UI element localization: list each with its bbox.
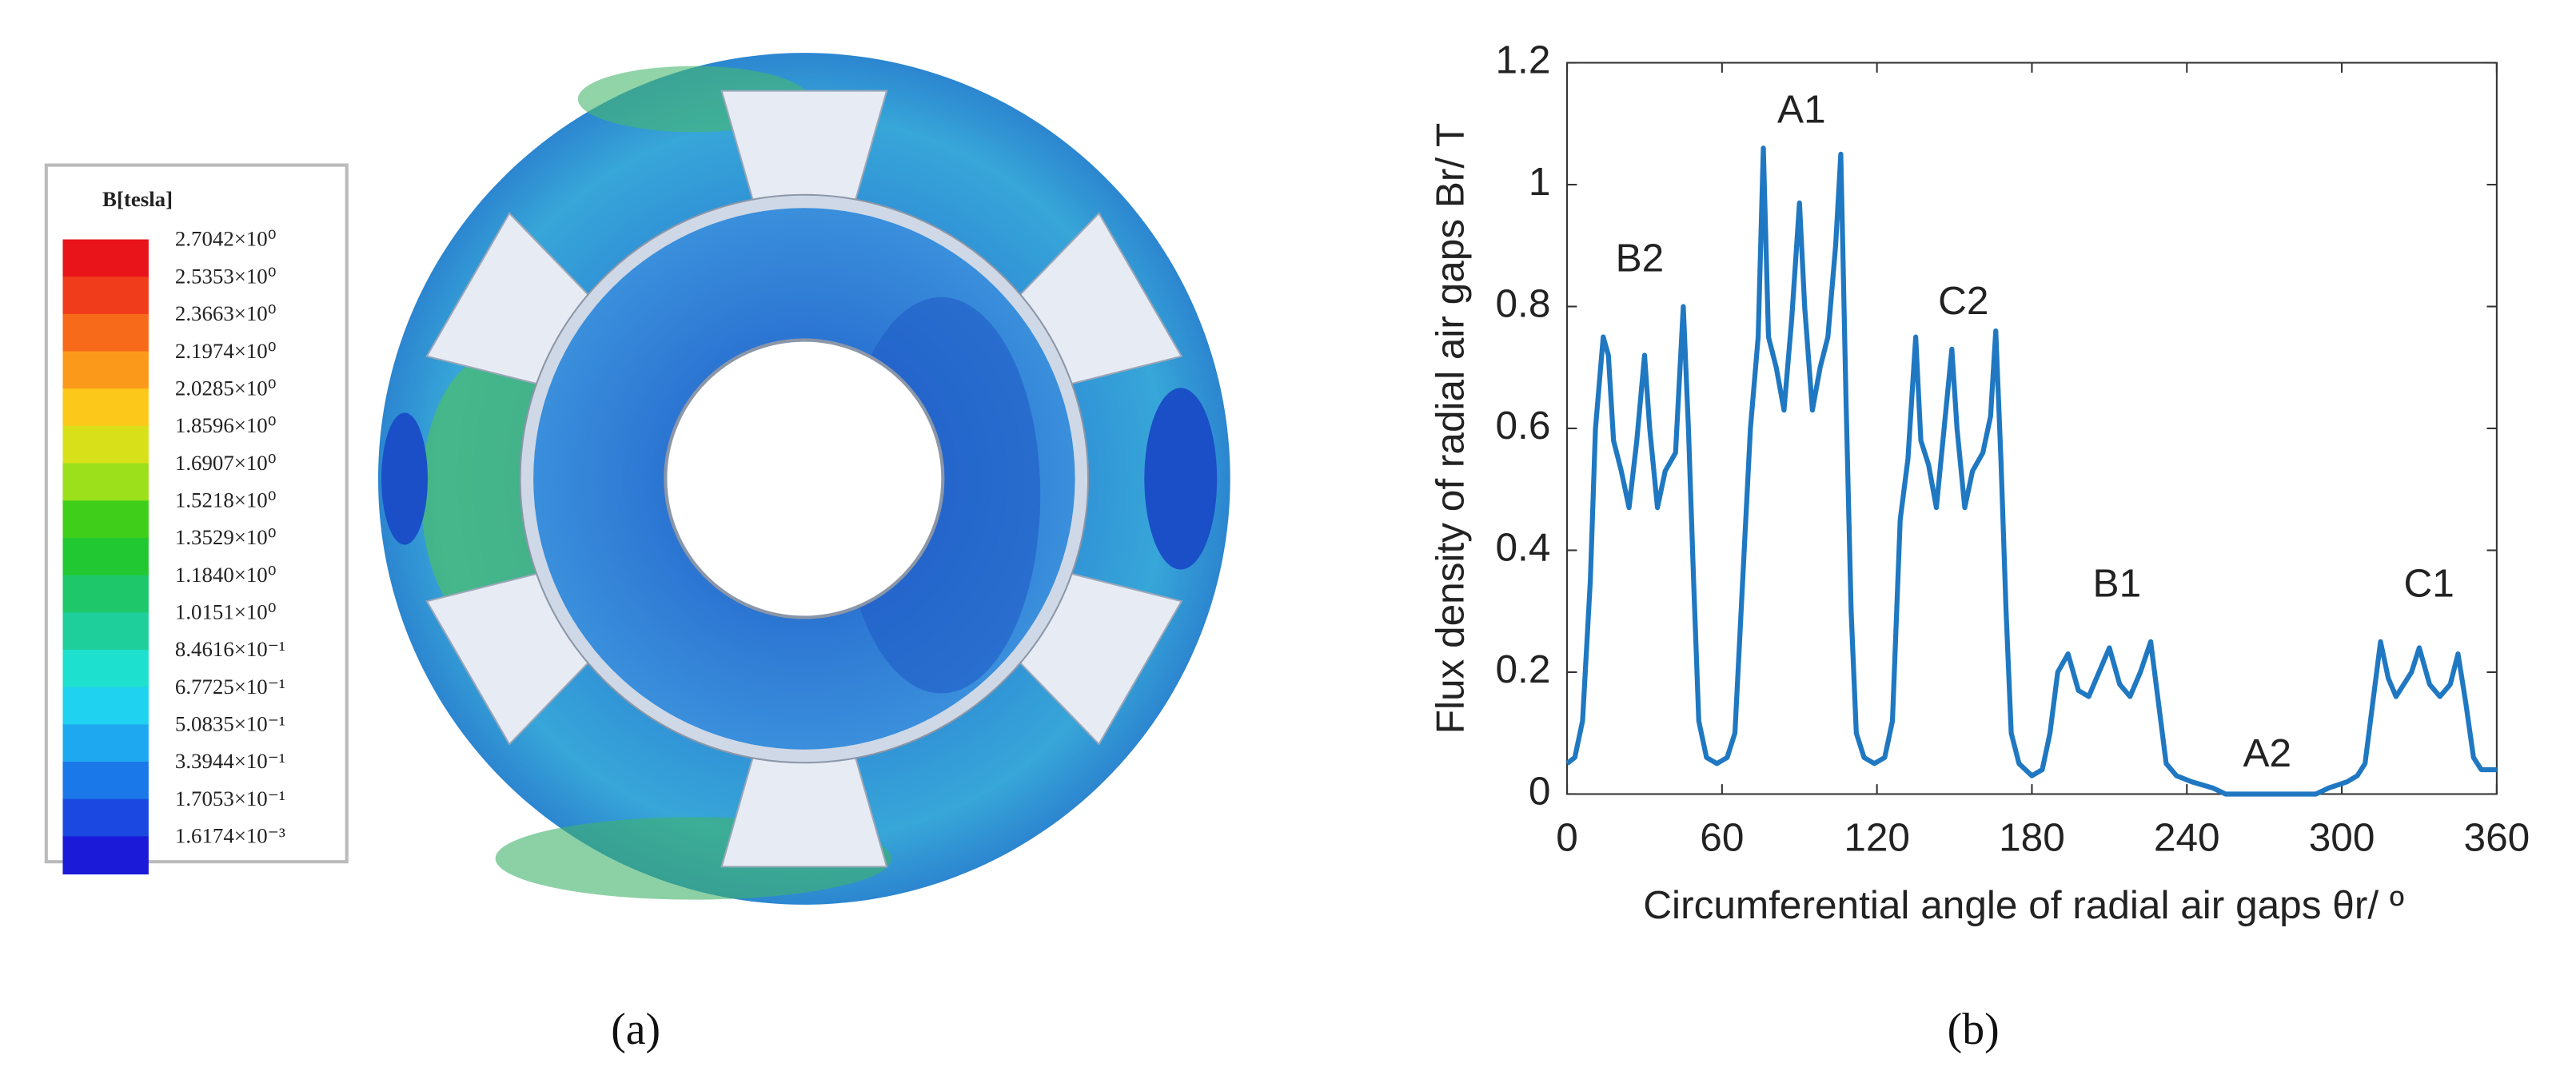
- y-tick-label: 1.2: [1496, 38, 1551, 82]
- legend-label: 2.5353×10⁰: [175, 264, 277, 288]
- annotation: A2: [2243, 731, 2291, 775]
- legend-swatch: [62, 351, 149, 390]
- y-tick-label: 0.8: [1496, 281, 1551, 326]
- legend-label: 1.6907×10⁰: [175, 451, 277, 475]
- motor-plot: [377, 53, 1230, 905]
- legend-swatch: [62, 836, 149, 875]
- line-chart: 0 0.2 0.4 0.6 0.8 1 1.2 0 60 120 180 240 300 360 Circu…: [1428, 38, 2530, 927]
- field-patch: [381, 412, 428, 545]
- x-tick-label: 180: [1999, 814, 2065, 859]
- legend-label: 8.4616×10⁻¹: [175, 637, 285, 661]
- legend-label: 5.0835×10⁻¹: [175, 712, 285, 736]
- annotation: B1: [2093, 560, 2142, 605]
- legend-title: B[tesla]: [102, 187, 173, 211]
- x-tick-label: 360: [2464, 814, 2530, 859]
- legend-label: 2.0285×10⁰: [175, 376, 277, 400]
- legend-label: 3.3944×10⁻¹: [175, 749, 285, 773]
- y-tick-label: 0: [1529, 769, 1551, 814]
- shaft-hole: [664, 338, 945, 619]
- legend-label: 1.5218×10⁰: [175, 488, 277, 512]
- data-line: [1565, 145, 2497, 797]
- x-tick-label: 60: [1700, 814, 1744, 859]
- annotation: C1: [2404, 560, 2454, 605]
- legend-label: 1.6174×10⁻³: [175, 824, 285, 848]
- y-axis-label: Flux density of radial air gaps Br/ T: [1428, 123, 1473, 735]
- legend: B[tesla] 2.7042×10⁰ 2.5353×10⁰ 2.3663×10⁰ 2…: [62, 187, 285, 875]
- y-tick-label: 0.6: [1496, 403, 1551, 448]
- legend-swatch: [62, 762, 149, 800]
- legend-swatch: [62, 687, 149, 726]
- x-axis-label: Circumferential angle of radial air gaps…: [1643, 882, 2404, 927]
- legend-swatch: [62, 425, 149, 464]
- legend-label: 6.7725×10⁻¹: [175, 675, 285, 699]
- y-tick-label: 1: [1529, 159, 1551, 204]
- legend-label: 1.8596×10⁰: [175, 413, 277, 437]
- legend-swatch: [62, 463, 149, 502]
- annotation: A1: [1777, 87, 1826, 132]
- legend-swatch: [62, 388, 149, 427]
- legend-swatch: [62, 313, 149, 352]
- x-tick-label: 240: [2154, 814, 2220, 859]
- legend-swatch: [62, 612, 149, 651]
- legend-swatch: [62, 575, 149, 614]
- legend-label: 1.3529×10⁰: [175, 525, 277, 549]
- panel-caption: (a): [611, 1005, 660, 1054]
- legend-swatch: [62, 277, 149, 315]
- panel-caption: (b): [1948, 1005, 2000, 1054]
- y-tick-label: 0.2: [1496, 647, 1551, 691]
- legend-swatch: [62, 724, 149, 763]
- y-tick-label: 0.4: [1496, 525, 1551, 570]
- legend-label: 1.0151×10⁰: [175, 600, 277, 624]
- annotation: C2: [1938, 278, 1988, 323]
- legend-label: 2.3663×10⁰: [175, 301, 277, 325]
- plot-frame: [1566, 62, 2498, 795]
- legend-swatch: [62, 537, 149, 576]
- field-patch: [1144, 388, 1218, 570]
- legend-swatch: [62, 500, 149, 539]
- legend-label: 1.1840×10⁰: [175, 563, 277, 587]
- annotation: B2: [1616, 235, 1665, 280]
- x-tick-label: 0: [1556, 814, 1578, 859]
- legend-label: 2.1974×10⁰: [175, 339, 277, 363]
- legend-swatch: [62, 649, 149, 688]
- legend-swatch: [62, 239, 149, 278]
- x-tick-label: 300: [2309, 814, 2375, 859]
- legend-label: 2.7042×10⁰: [175, 227, 277, 251]
- x-tick-label: 120: [1844, 814, 1910, 859]
- legend-swatch: [62, 798, 149, 838]
- legend-label: 1.7053×10⁻¹: [175, 786, 285, 810]
